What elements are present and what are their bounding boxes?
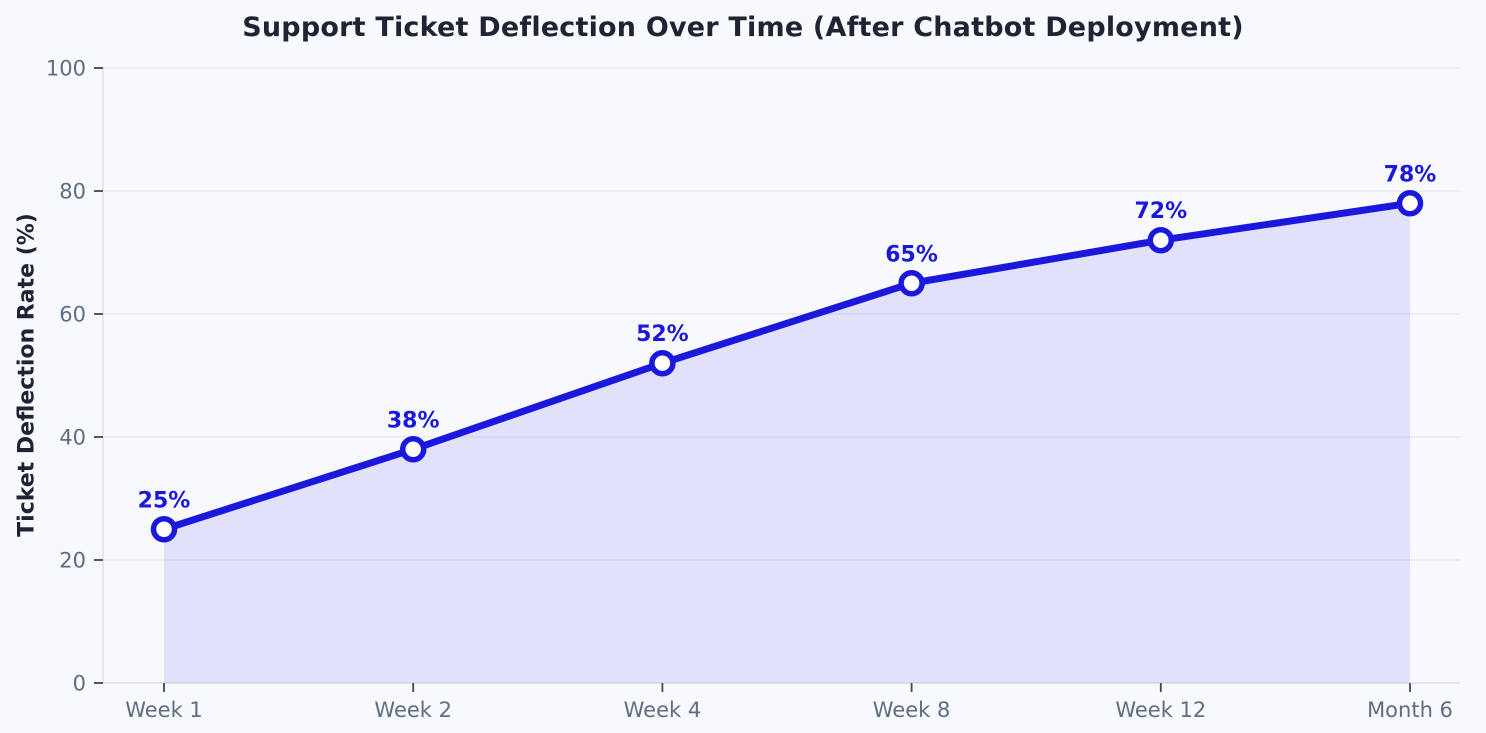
data-point-marker [898, 270, 925, 297]
y-tick-label: 80 [59, 179, 86, 203]
y-tick-label: 20 [59, 548, 86, 572]
x-tick-label: Week 8 [873, 698, 951, 722]
chart-title: Support Ticket Deflection Over Time (Aft… [242, 12, 1244, 43]
x-tick-label: Month 6 [1367, 698, 1453, 722]
data-point-marker [399, 436, 427, 463]
x-tick-label: Week 1 [125, 698, 203, 722]
data-point-label: 52% [636, 322, 689, 347]
data-point-label: 72% [1134, 199, 1187, 224]
x-tick-label: Week 12 [1115, 698, 1206, 722]
y-tick-label: 40 [59, 425, 86, 449]
data-point-label: 78% [1384, 162, 1437, 187]
y-tick-label: 100 [46, 56, 86, 80]
area-fill [164, 203, 1410, 684]
data-point-marker [1396, 190, 1424, 217]
data-point-marker [1147, 226, 1175, 254]
data-point-label: 25% [138, 488, 191, 513]
x-tick-label: Week 4 [624, 698, 702, 722]
y-tick-label: 60 [59, 302, 86, 326]
data-point-marker [649, 349, 676, 377]
y-tick-label: 0 [73, 671, 86, 695]
data-point-marker [150, 516, 178, 543]
trend-line [160, 199, 1414, 533]
data-point-label: 38% [387, 408, 440, 433]
x-tick-label: Week 2 [374, 698, 452, 722]
data-point-label: 65% [885, 242, 938, 267]
